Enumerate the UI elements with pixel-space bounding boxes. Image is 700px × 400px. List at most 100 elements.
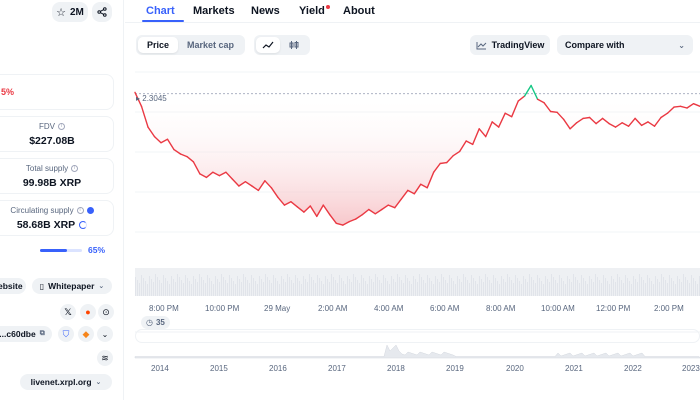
total-supply-card: Total supply i 99.98B XRP <box>0 158 114 194</box>
volume-bar <box>483 282 484 296</box>
info-icon[interactable]: i <box>58 122 65 130</box>
volume-bar <box>475 281 476 296</box>
tab-about[interactable]: About <box>343 5 375 17</box>
metamask-fox-icon[interactable]: ◆ <box>78 326 94 342</box>
overview-navigator[interactable] <box>134 331 700 359</box>
volume-bar <box>431 281 432 296</box>
volume-bar <box>457 276 458 296</box>
price-line-segment <box>251 185 260 192</box>
price-chart[interactable]: ▸ 2.3045 8:00 PM 10:00 PM 29 May 2:00 AM 4:0… <box>125 62 700 400</box>
contract-address[interactable]: ...c60dbe ⧉ <box>0 326 52 342</box>
volume-bar <box>391 276 392 296</box>
volume-bar <box>679 279 680 296</box>
explorer-link[interactable]: livenet.xrpl.org ⌄ <box>20 374 112 390</box>
volume-bar <box>289 277 290 296</box>
tradingview-button[interactable]: TradingView <box>470 35 550 55</box>
price-line-segment <box>316 204 325 218</box>
volume-bar <box>297 278 298 296</box>
price-line-segment <box>173 148 182 155</box>
events-badge[interactable]: ◷ 35 <box>141 316 170 329</box>
tab-chart[interactable]: Chart <box>146 5 175 17</box>
line-chart-option[interactable] <box>256 37 280 53</box>
supply-progress-fill <box>40 249 68 252</box>
volume-bar <box>383 275 384 296</box>
volume-bar <box>401 280 402 296</box>
price-line-segment <box>329 213 338 225</box>
supply-percent: 65% <box>88 245 106 255</box>
candlestick-option[interactable] <box>280 37 308 53</box>
info-icon[interactable]: i <box>71 164 79 172</box>
reddit-icon[interactable]: ● <box>80 304 96 320</box>
volume-bar <box>509 277 510 296</box>
active-tab-indicator <box>142 20 184 22</box>
info-icon[interactable]: i <box>76 206 84 214</box>
price-option[interactable]: Price <box>138 37 179 53</box>
volume-bar <box>417 282 418 296</box>
volume-bar <box>597 277 598 296</box>
volume-bar <box>285 282 286 296</box>
whitepaper-link[interactable]: ▯ Whitepaper ⌄ <box>32 278 112 294</box>
clock-icon: ◷ <box>146 318 153 327</box>
volume-bar <box>211 281 212 296</box>
price-line-segment <box>575 117 584 124</box>
volume-bar <box>207 275 208 296</box>
tab-news[interactable]: News <box>251 5 280 17</box>
volume-bar <box>601 283 602 296</box>
volume-bar <box>235 284 236 296</box>
chart-style-toggle <box>254 35 310 55</box>
price-line-segment <box>452 150 461 157</box>
volume-bar <box>639 274 640 296</box>
price-line-segment <box>381 204 389 211</box>
website-link[interactable]: ebsite <box>0 278 26 294</box>
volume-bar <box>685 277 686 296</box>
volume-bar <box>407 278 408 296</box>
compare-with-select[interactable]: Compare with ⌄ <box>557 35 693 55</box>
volume-bar <box>311 277 312 296</box>
price-line-segment <box>692 103 700 107</box>
shield-icon[interactable]: ⛉ <box>58 326 74 342</box>
volume-bar <box>243 274 244 296</box>
watchlist-button[interactable]: ☆ 2M <box>52 2 88 22</box>
volume-bar <box>575 277 576 296</box>
database-icon[interactable]: ≋ <box>97 350 113 366</box>
tab-markets[interactable]: Markets <box>193 5 235 17</box>
fdv-card: FDV i $227.08B <box>0 116 114 152</box>
volume-bar <box>237 276 238 296</box>
volume-bar <box>215 276 216 296</box>
volume-bar <box>399 277 400 296</box>
chevron-down-icon[interactable]: ⌄ <box>97 326 113 342</box>
volume-bar <box>647 275 648 296</box>
volume-bar <box>529 274 530 296</box>
volume-bar <box>135 277 136 296</box>
volume-bar <box>329 282 330 296</box>
volume-bar <box>299 281 300 296</box>
price-line-segment <box>485 121 493 138</box>
tab-yield[interactable]: Yield <box>299 5 330 17</box>
volume-bar <box>161 283 162 296</box>
volume-bar <box>271 283 272 296</box>
volume-bar <box>459 279 460 296</box>
volume-bar <box>609 284 610 296</box>
volume-bar <box>559 275 560 296</box>
price-line-segment <box>614 122 623 128</box>
volume-bar <box>539 278 540 296</box>
notification-dot <box>325 5 330 9</box>
volume-bar <box>283 279 284 296</box>
volume-bar <box>267 277 268 296</box>
x-twitter-icon[interactable]: 𝕏 <box>60 304 76 320</box>
circulating-supply-card: Circulating supply i 58.68B XRP <box>0 200 114 236</box>
price-chart-svg[interactable] <box>125 62 700 400</box>
volume-bar <box>605 278 606 296</box>
market-cap-option[interactable]: Market cap <box>187 40 235 50</box>
price-line-segment <box>407 189 415 195</box>
chevron-down-icon: ⌄ <box>98 283 105 290</box>
volume-bar <box>617 274 618 296</box>
volume-bar <box>213 284 214 296</box>
github-icon[interactable]: ⊙ <box>98 304 114 320</box>
volume-bar <box>511 280 512 296</box>
share-button[interactable] <box>92 2 112 22</box>
volume-bar <box>615 282 616 296</box>
volume-bar <box>219 282 220 296</box>
volume-bar <box>205 283 206 296</box>
volume-bar <box>365 281 366 296</box>
